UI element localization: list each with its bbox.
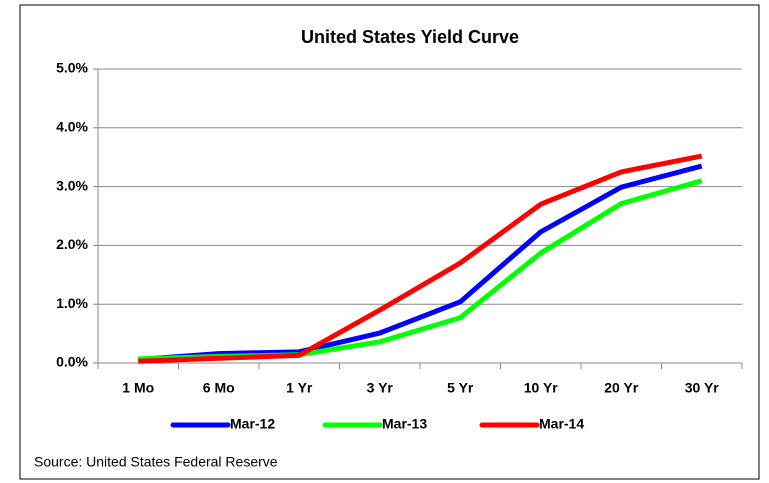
- legend-label: Mar-12: [230, 416, 275, 432]
- x-tick-label: 5 Yr: [447, 380, 474, 396]
- x-tick-label: 3 Yr: [367, 380, 394, 396]
- legend-label: Mar-13: [382, 416, 427, 432]
- series-line: [138, 153, 703, 364]
- y-tick-label: 1.0%: [56, 295, 88, 311]
- x-tick-label: 1 Yr: [286, 380, 313, 396]
- x-tick-label: 30 Yr: [685, 380, 720, 396]
- x-tick-label: 20 Yr: [604, 380, 639, 396]
- x-tick-label: 1 Mo: [122, 380, 154, 396]
- series-line: [138, 163, 703, 362]
- chart-title: United States Yield Curve: [301, 27, 519, 47]
- x-tick-label: 10 Yr: [524, 380, 559, 396]
- legend-label: Mar-14: [539, 416, 584, 432]
- y-tick-label: 0.0%: [56, 354, 88, 370]
- x-tick-label: 6 Mo: [203, 380, 235, 396]
- source-note: Source: United States Federal Reserve: [34, 454, 278, 470]
- y-tick-label: 2.0%: [56, 236, 88, 252]
- chart-frame: [19, 4, 760, 480]
- y-tick-label: 3.0%: [56, 177, 88, 193]
- y-tick-label: 5.0%: [56, 60, 88, 76]
- y-tick-label: 4.0%: [56, 119, 88, 135]
